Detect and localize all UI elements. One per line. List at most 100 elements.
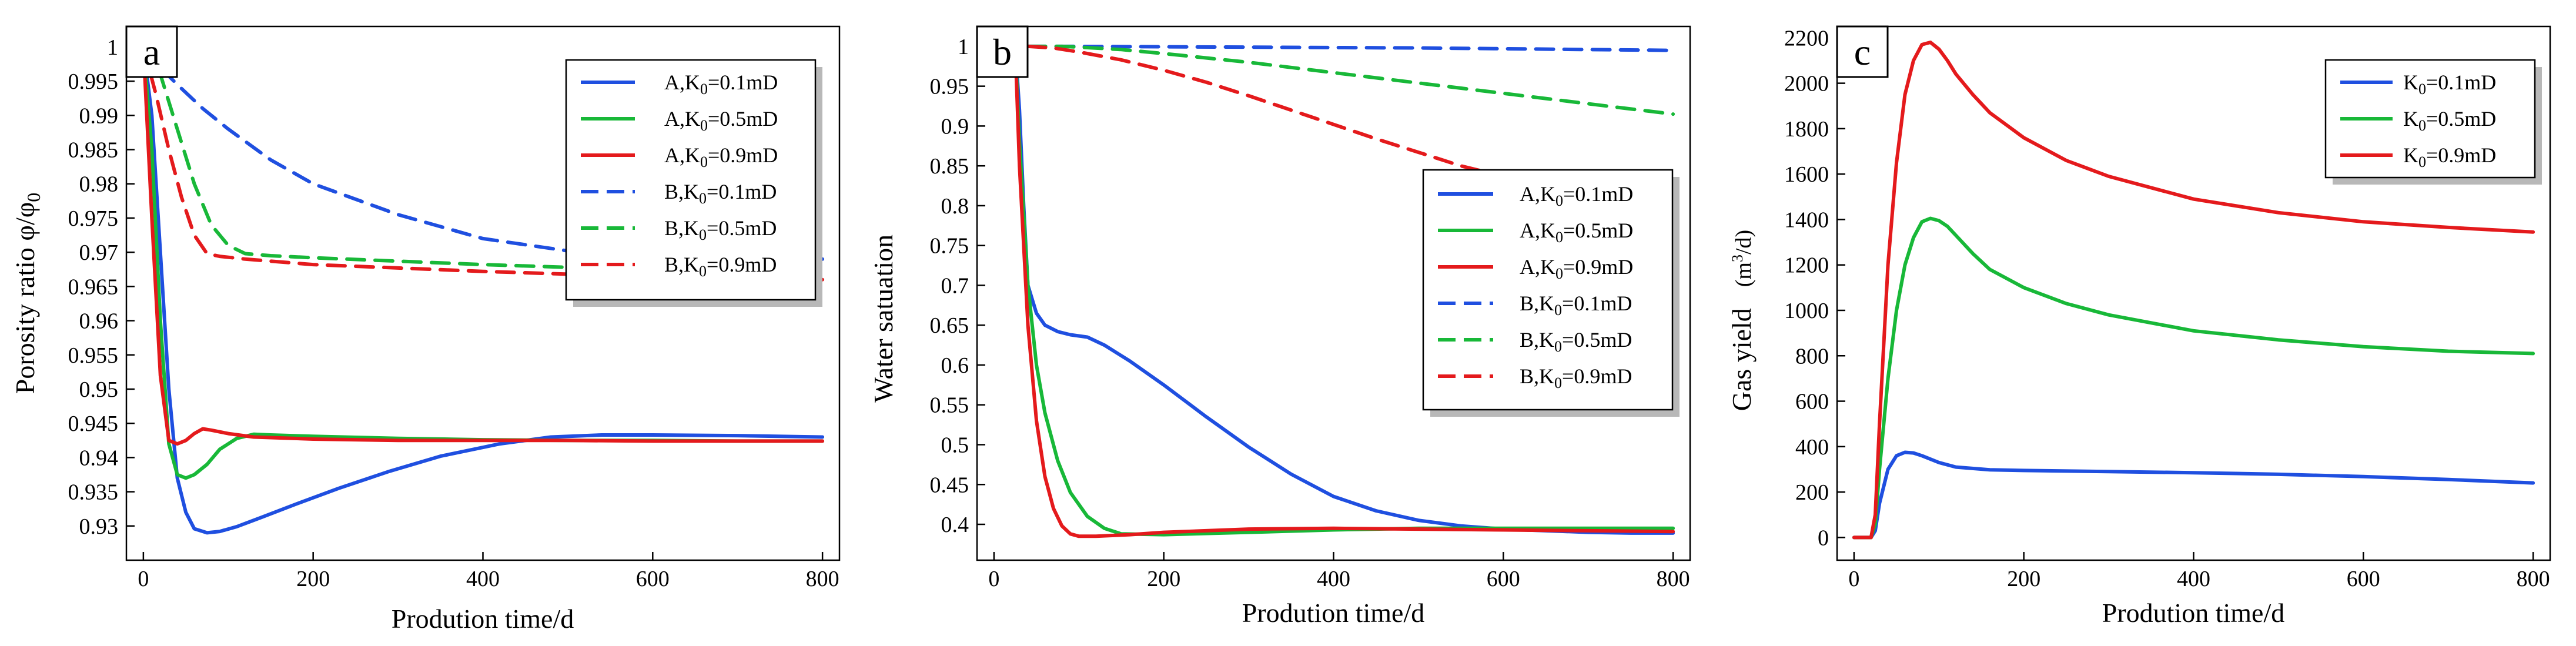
y-tick-label: 0.55: [930, 393, 969, 418]
y-tick-label: 1: [958, 35, 969, 59]
x-tick-label: 800: [1657, 567, 1690, 591]
y-tick-label: 0.8: [941, 194, 969, 219]
y-tick-label: 1: [107, 35, 118, 60]
y-axis-ticks: 0.4 0.45 0.5 0.55 0.6 0.65 0.7 0.75 0.8 0.85 0.9 0.…: [930, 35, 985, 537]
panel-letter-box: c: [1836, 25, 1889, 78]
legend-entries: A,K0=0.1mD A,K0=0.5mD A,K0=0.9mD B,K0=0.1mD…: [1438, 182, 1633, 391]
y-tick-label: 1400: [1784, 207, 1829, 232]
legend-label: B,K0=0.9mD: [664, 253, 777, 280]
legend-label: A,K0=0.1mD: [1520, 182, 1633, 209]
y-tick-label: 0.96: [79, 309, 119, 334]
y-tick-label: 0.975: [68, 206, 119, 231]
x-tick-label: 400: [2177, 567, 2210, 591]
y-tick-label: 0.75: [930, 234, 969, 259]
x-axis-ticks: 0 200 400 600 800: [1848, 552, 2550, 591]
x-tick-label: 200: [296, 567, 330, 591]
y-tick-label: 0.5: [941, 433, 969, 457]
y-tick-label: 0.945: [68, 411, 119, 436]
y-axis-label: Water satuation: [868, 235, 898, 403]
chart-panel-c: 0 200 400 600 800 0 200 400 600 800 1000 1200 1400 1…: [1727, 25, 2551, 628]
y-tick-label: 2000: [1784, 72, 1829, 96]
y-tick-label: 1600: [1784, 162, 1829, 187]
x-axis-label: Prodution time/d: [1242, 598, 1425, 628]
y-axis-label-subscript: 0: [23, 193, 44, 202]
x-tick-label: 400: [1317, 567, 1350, 591]
panel-letter-box: a: [125, 25, 178, 78]
y-tick-label: 0.85: [930, 154, 969, 179]
y-tick-label: 1200: [1784, 253, 1829, 278]
series-line-2: [141, 45, 825, 446]
legend-label: K0=0.9mD: [2403, 143, 2496, 170]
y-tick-label: 0: [1818, 525, 1829, 550]
legend: A,K0=0.1mD A,K0=0.5mD A,K0=0.9mD B,K0=0.1mD…: [565, 59, 822, 307]
y-axis-label: Porosity ratio φ/φ0: [10, 193, 44, 394]
y-tick-label: 600: [1795, 390, 1829, 414]
legend-label: A,K0=0.5mD: [1520, 219, 1633, 246]
y-tick-label: 2200: [1784, 26, 1829, 51]
y-axis-label-text: Porosity ratio φ/φ: [10, 202, 40, 394]
y-tick-label: 0.95: [79, 377, 119, 402]
series-line-2: [1852, 41, 2535, 540]
chart-panel-b: 0 200 400 600 800 0.40.450.50.550.60.650.70.…: [868, 25, 1691, 628]
legend-label: A,K0=0.1mD: [664, 71, 778, 98]
legend-label: A,K0=0.5mD: [664, 107, 778, 134]
y-tick-label: 0.94: [79, 446, 119, 470]
x-tick-label: 200: [1147, 567, 1180, 591]
y-tick-label: 0.93: [79, 514, 119, 539]
legend-label: A,K0=0.9mD: [1520, 255, 1633, 282]
y-tick-label: 0.97: [79, 240, 119, 265]
y-tick-label: 0.6: [941, 353, 969, 378]
x-tick-label: 0: [1848, 567, 1859, 591]
y-tick-label: 1000: [1784, 299, 1829, 323]
x-axis-ticks: 0 200 400 600 800: [988, 552, 1690, 591]
panel-letter: b: [993, 31, 1012, 73]
legend-entries: A,K0=0.1mD A,K0=0.5mD A,K0=0.9mD B,K0=0.1mD…: [581, 71, 778, 280]
y-tick-label: 0.98: [79, 172, 119, 197]
x-tick-label: 200: [2007, 567, 2040, 591]
y-tick-label: 0.95: [930, 75, 969, 99]
x-axis-ticks: 0 200 400 600 800: [138, 552, 839, 591]
legend: A,K0=0.1mD A,K0=0.5mD A,K0=0.9mD B,K0=0.1mD…: [1422, 169, 1680, 417]
x-tick-label: 800: [2517, 567, 2550, 591]
y-axis-label-unit-end: /d): [1731, 230, 1756, 255]
series-line-0: [1852, 450, 2535, 540]
y-tick-label: 0.995: [68, 69, 119, 94]
y-tick-label: 800: [1795, 344, 1829, 369]
legend-entries: K0=0.1mD K0=0.5mD K0=0.9mD: [2340, 71, 2496, 170]
x-tick-label: 0: [988, 567, 999, 591]
panel-letter: c: [1854, 31, 1871, 73]
series-line-4: [1026, 44, 1675, 116]
y-tick-label: 400: [1795, 435, 1829, 460]
x-axis-label: Prodution time/d: [2102, 598, 2285, 628]
legend-box: [1422, 169, 1674, 411]
y-tick-label: 0.965: [68, 275, 119, 299]
legend: K0=0.1mD K0=0.5mD K0=0.9mD: [2324, 59, 2542, 185]
series-line-0: [141, 45, 825, 535]
legend-label: K0=0.1mD: [2403, 71, 2496, 98]
panel-letter-box: b: [976, 25, 1029, 78]
series-line-1: [1852, 216, 2535, 540]
legend-label: B,K0=0.5mD: [664, 216, 777, 243]
y-axis-label-unit-sup: 3: [1729, 255, 1746, 262]
legend-label: B,K0=0.5mD: [1520, 328, 1632, 355]
legend-label: B,K0=0.9mD: [1520, 364, 1632, 391]
x-tick-label: 800: [806, 567, 839, 591]
legend-label: B,K0=0.1mD: [1520, 292, 1632, 319]
y-axis-ticks: 0.93 0.935 0.94 0.945 0.95 0.955 0.96 0.965 0.97…: [68, 35, 135, 539]
y-tick-label: 0.935: [68, 480, 119, 505]
y-tick-label: 200: [1795, 480, 1829, 505]
series-layer: [1852, 41, 2535, 540]
y-axis-label-unit: (m: [1731, 262, 1756, 287]
y-axis-label: Gas yield (m3/d): [1727, 230, 1757, 411]
y-tick-label: 0.45: [930, 473, 969, 497]
x-tick-label: 600: [636, 567, 670, 591]
y-tick-label: 0.7: [941, 273, 969, 298]
series-line-4: [141, 45, 825, 278]
x-tick-label: 600: [1487, 567, 1520, 591]
y-tick-label: 0.955: [68, 343, 119, 368]
y-tick-label: 0.99: [79, 103, 119, 128]
y-axis-ticks: 0 200 400 600 800 1000 1200 1400 1600 1800 2000 220…: [1784, 26, 1845, 550]
x-tick-label: 600: [2347, 567, 2380, 591]
x-tick-label: 0: [138, 567, 149, 591]
